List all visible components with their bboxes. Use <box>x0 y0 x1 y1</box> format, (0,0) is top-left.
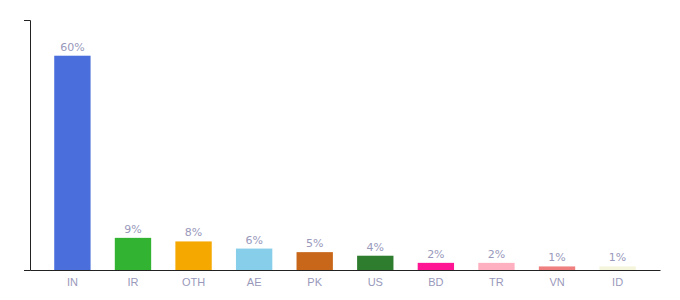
x-axis-line <box>31 270 661 271</box>
bar <box>357 256 393 270</box>
y-axis <box>24 21 31 271</box>
x-axis: IN IR OTH AE PK US BD TR VN ID <box>31 270 661 288</box>
x-tick-label: VN <box>549 276 564 288</box>
x-tick: BD <box>428 270 443 288</box>
x-tick: US <box>368 270 383 288</box>
x-tick-label: PK <box>307 276 322 288</box>
bar <box>539 266 575 270</box>
x-tick-label: AE <box>247 276 262 288</box>
bar <box>236 249 272 270</box>
data-label: 9% <box>124 223 141 236</box>
bar <box>478 263 514 270</box>
chart: IN IR OTH AE PK US BD TR VN ID 60% 9% 8% 6% 5% 4% 2% 2% 1%… <box>0 0 680 300</box>
data-label: 60% <box>60 41 84 54</box>
x-tick-label: US <box>368 276 383 288</box>
x-tick: AE <box>247 270 262 288</box>
x-tick-label: BD <box>428 276 443 288</box>
x-tick: ID <box>612 270 623 288</box>
y-axis-line <box>24 21 31 271</box>
bar <box>297 252 333 270</box>
x-tick-label: IN <box>67 276 78 288</box>
x-tick-label: TR <box>489 276 504 288</box>
data-label: 4% <box>367 241 384 254</box>
bar <box>599 266 635 270</box>
x-tick: TR <box>489 270 504 288</box>
plot: IN IR OTH AE PK US BD TR VN ID 60% 9% 8% 6% 5% 4% 2% 2% 1%… <box>24 21 661 288</box>
data-label: 8% <box>185 226 202 239</box>
data-label: 2% <box>427 248 444 261</box>
data-label: 6% <box>245 234 262 247</box>
x-tick-label: IR <box>127 276 138 288</box>
x-tick: IR <box>127 270 138 288</box>
x-tick-label: OTH <box>182 276 205 288</box>
x-tick: PK <box>307 270 322 288</box>
bar <box>175 241 211 270</box>
bars <box>54 56 636 270</box>
data-label: 2% <box>488 248 505 261</box>
bar <box>418 263 454 270</box>
bar <box>54 56 90 270</box>
data-label: 1% <box>548 251 565 264</box>
x-tick: IN <box>67 270 78 288</box>
bar <box>115 238 151 270</box>
x-tick: OTH <box>182 270 205 288</box>
data-label: 5% <box>306 237 323 250</box>
x-tick: VN <box>549 270 564 288</box>
data-label: 1% <box>609 251 626 264</box>
x-tick-label: ID <box>612 276 623 288</box>
data-labels: 60% 9% 8% 6% 5% 4% 2% 2% 1% 1% <box>60 41 626 265</box>
